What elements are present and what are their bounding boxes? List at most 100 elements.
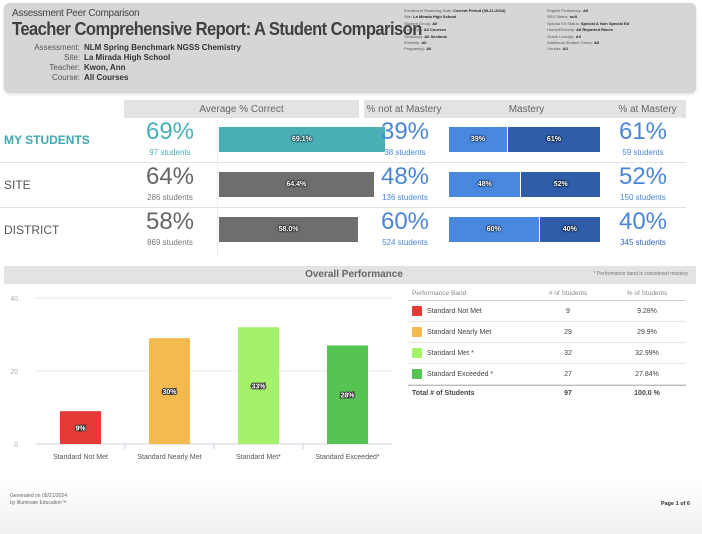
filter-key: Gender:	[547, 46, 562, 52]
avg-correct-pct: 64%	[145, 163, 195, 190]
band-count: 9	[566, 307, 570, 315]
filter-item: Enrollment Rostering Date: Current Perio…	[404, 8, 505, 14]
not-mastery-student-count: 136 students	[382, 193, 428, 202]
meta-key: Assessment:	[34, 43, 80, 52]
filter-value: Current Period (05-21-2024)	[453, 8, 506, 13]
filters-left: Enrollment Rostering Date: Current Perio…	[404, 8, 505, 53]
header-pct: % of Students	[626, 290, 668, 297]
at-mastery-student-count: 150 students	[620, 193, 666, 202]
row-divider	[0, 207, 686, 208]
mastery-segment: 61%	[507, 127, 600, 152]
not-mastery-pct: 48%	[380, 163, 430, 190]
x-tick-label: Standard Nearly Met	[137, 454, 201, 461]
meta-value: Kwon, Ann	[84, 63, 126, 72]
band-cell: Standard Met *	[408, 348, 528, 358]
filter-item: Grade Level(s): All	[547, 34, 629, 40]
row-label: SITE	[4, 178, 31, 192]
report-subtitle: Assessment Peer Comparison	[12, 8, 140, 19]
filter-value: La Mirada High School	[413, 14, 457, 20]
filter-value: All Courses	[423, 27, 447, 33]
filter-key: Additional Student Group:	[547, 40, 593, 46]
mastery-header: Mastery	[444, 100, 609, 118]
mastery-segment: 52%	[521, 172, 600, 197]
avg-correct-pct: 69%	[145, 118, 195, 145]
band-cell: Standard Exceeded *	[408, 369, 528, 379]
avg-student-count: 286 students	[147, 193, 193, 202]
band-label: Standard Nearly Met	[427, 328, 492, 336]
at-mastery-pct: 40%	[618, 208, 668, 235]
column-divider	[217, 118, 218, 258]
overall-performance-title: Overall Performance	[305, 269, 403, 280]
filter-key: Home/Ethnicity:	[547, 27, 576, 33]
total-count: 97	[564, 390, 572, 397]
meta-key: Course:	[51, 73, 80, 82]
band-pct: 27.84%	[635, 370, 659, 378]
filter-value: All	[593, 40, 600, 46]
generated-date: Generated on 05/21/2024	[10, 493, 67, 499]
filter-key: Special Ed Status:	[547, 20, 580, 26]
filter-item: Site: La Mirada High School	[404, 14, 505, 20]
filter-key: Program(s):	[404, 46, 426, 52]
row-label: DISTRICT	[4, 223, 60, 237]
band-color-swatch	[412, 306, 422, 316]
x-tick-label: Standard Met*	[236, 454, 281, 461]
report-title: Teacher Comprehensive Report: A Student …	[12, 19, 422, 39]
band-color-swatch	[412, 327, 422, 337]
bar-data-label: 33%	[251, 384, 266, 391]
meta-value: La Mirada High School	[84, 53, 171, 62]
filter-value: All	[583, 8, 589, 13]
report-footer: Generated on 05/21/2024 by Illuminate Ed…	[0, 480, 702, 534]
page-number: Page 1 of 6	[660, 501, 690, 507]
bar	[60, 411, 101, 444]
band-cell: Standard Not Met	[408, 306, 528, 316]
filter-key: Site:	[404, 14, 413, 20]
overall-performance-header: Overall Performance * Performance band i…	[4, 266, 696, 284]
meta-value: NLM Spring Benchmark NGSS Chemistry	[84, 43, 241, 52]
band-pct: 9.28%	[637, 307, 657, 315]
band-pct: 29.9%	[637, 328, 657, 336]
not-mastery-segment: 48%	[449, 172, 522, 197]
filter-value: All	[562, 46, 568, 52]
avg-student-count: 97 students	[149, 148, 191, 157]
x-tick-label: Standard Exceeded*	[315, 454, 379, 461]
filter-item: Special Ed Status: Special & Non Special…	[547, 21, 629, 27]
avg-correct-bar: 64.4%	[219, 172, 374, 197]
band-label: Standard Met *	[427, 349, 474, 357]
table-row: Standard Not Met 9 9.28%	[408, 301, 686, 322]
at-mastery-student-count: 345 students	[620, 238, 666, 247]
band-pct: 32.99%	[635, 349, 659, 357]
filters-right: English Proficiency: All SES Status: null…	[547, 8, 629, 53]
bar-data-label: 28%	[340, 393, 355, 400]
filter-value: All	[432, 20, 438, 26]
table-header-row: Performance Band # of Students % of Stud…	[408, 287, 686, 301]
not-mastery-student-count: 38 students	[384, 148, 426, 157]
mastery-note: * Performance band is considered mastery	[593, 271, 689, 277]
total-label: Total # of Students	[412, 390, 475, 397]
bar	[327, 345, 368, 444]
not-mastery-segment: 39%	[449, 127, 508, 152]
chart-svg: 0 20 40 9% Standard Not Met 30% Standard Nearl…	[10, 296, 392, 461]
bar-data-label: 9%	[75, 426, 86, 433]
at-mastery-pct: 52%	[618, 163, 668, 190]
avg-student-count: 869 students	[147, 238, 193, 247]
not-mastery-pct: 60%	[380, 208, 430, 235]
filter-item: Additional Student Group: All	[547, 40, 629, 46]
header-count: # of Students	[548, 290, 588, 297]
filter-key: Course(s):	[404, 27, 423, 33]
table-row: Standard Nearly Met 29 29.9%	[408, 322, 686, 343]
filter-key: Section(s):	[404, 33, 424, 39]
filter-value: Special & Non Special Ed	[580, 20, 630, 26]
filter-value: All Reported Races	[576, 27, 613, 33]
avg-correct-bar: 69.1%	[219, 127, 385, 152]
band-label: Standard Not Met	[427, 307, 482, 315]
filter-value: All	[575, 33, 581, 39]
report-header: Assessment Peer Comparison Teacher Compr…	[4, 3, 696, 93]
band-label: Standard Exceeded *	[427, 370, 494, 378]
avg-correct-pct: 58%	[145, 208, 195, 235]
not-mastery-segment: 60%	[449, 217, 540, 242]
mastery-bar: 48% 52%	[449, 172, 600, 197]
filter-item: Program(s): All	[404, 46, 505, 52]
filter-key: Grade Level(s):	[547, 33, 575, 39]
mastery-segment: 40%	[539, 217, 600, 242]
avg-correct-header: Average % Correct	[124, 100, 359, 118]
